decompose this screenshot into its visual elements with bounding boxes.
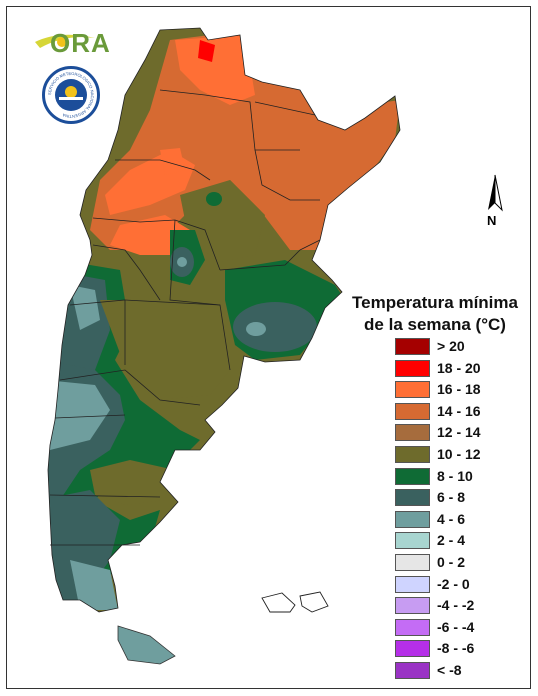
legend-range-label: -2 - 0 — [437, 575, 470, 592]
legend-swatch — [395, 662, 430, 679]
legend-range-label: < -8 — [437, 662, 462, 678]
legend-range-label: > 20 — [437, 338, 465, 354]
legend-swatch — [395, 554, 430, 571]
legend-swatch — [395, 510, 430, 528]
legend-swatch — [395, 597, 430, 615]
north-label: N — [487, 213, 497, 228]
legend-swatch — [395, 338, 430, 355]
legend-range-label: 12 - 14 — [437, 424, 481, 441]
province-borders — [47, 27, 401, 613]
legend-swatch — [395, 489, 430, 507]
legend-swatch — [395, 640, 430, 658]
legend-swatch — [395, 402, 430, 420]
legend-range-label: -6 - -4 — [437, 618, 475, 635]
legend-swatch — [395, 618, 430, 636]
legend-swatch — [395, 575, 430, 593]
legend-range-label: -4 - -2 — [437, 597, 475, 614]
legend-range-label: 16 - 18 — [437, 381, 481, 398]
legend-range-label: 18 - 20 — [437, 359, 481, 376]
legend-swatch — [395, 359, 430, 377]
smn-logo: SERVICIO METEOROLOGICO NACIONAL ARGENTIN… — [42, 66, 100, 124]
tierra-del-fuego — [117, 625, 176, 665]
legend-range-label: 0 - 2 — [437, 554, 466, 570]
ora-logo-text: ORA — [50, 28, 111, 58]
legend-range-label: -8 - -6 — [437, 640, 475, 657]
legend-swatch — [395, 467, 430, 485]
legend-range-label: 8 - 10 — [437, 467, 473, 484]
legend-range-label: 4 - 6 — [437, 510, 466, 527]
legend-range-label: 14 - 16 — [437, 402, 481, 419]
legend-swatch — [395, 532, 430, 550]
malvinas-islands — [261, 591, 329, 613]
north-arrow-icon — [488, 174, 503, 212]
legend-range-label: 6 - 8 — [437, 489, 466, 506]
legend-range-label: 10 - 12 — [437, 446, 481, 462]
legend-swatch — [395, 381, 430, 399]
legend-swatch — [395, 424, 430, 442]
legend-swatch — [395, 446, 430, 463]
legend-title-line2: de la semana (°C) — [364, 315, 506, 334]
legend-title-line1: Temperatura mínima — [352, 293, 518, 312]
legend-range-label: 2 - 4 — [437, 532, 466, 549]
ora-logo — [35, 34, 95, 48]
